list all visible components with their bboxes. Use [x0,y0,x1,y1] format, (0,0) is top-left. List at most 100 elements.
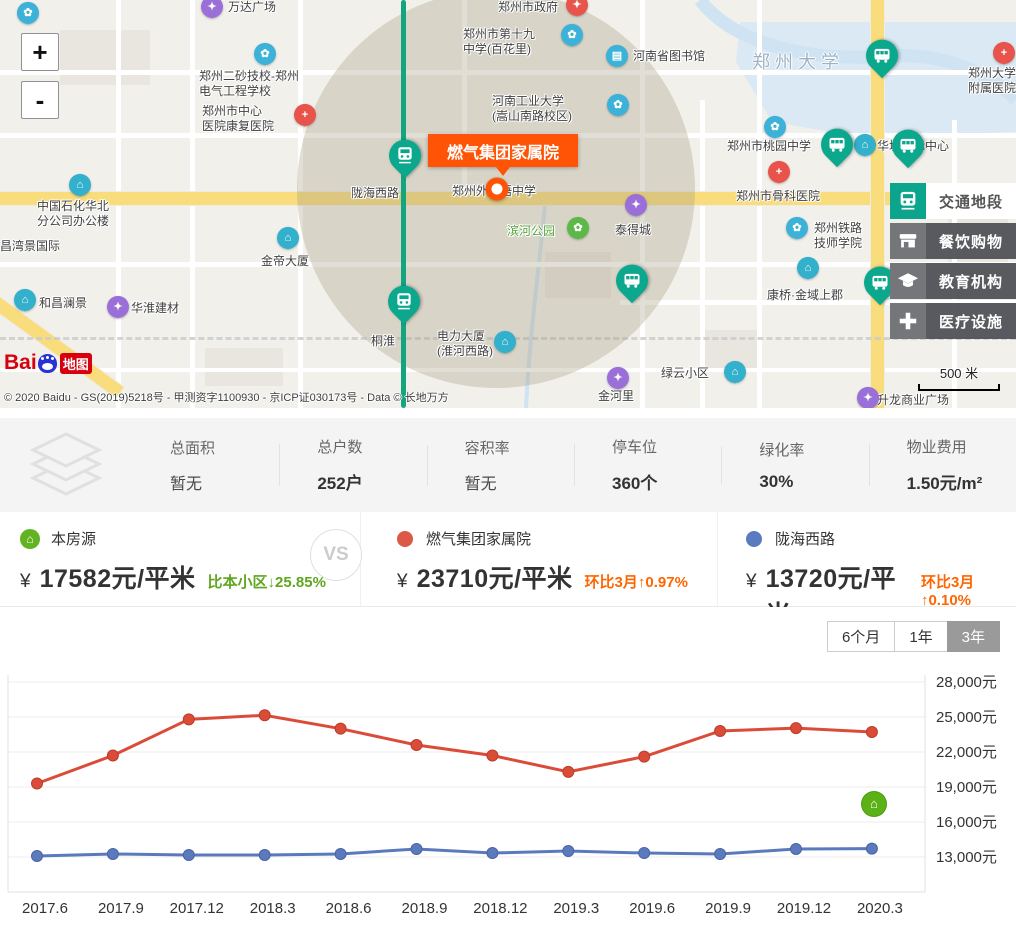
map-category-panel: 交通地段 餐饮购物 教育机构 医疗设施 [890,183,1016,343]
map-label: 中国石化华北 分公司办公楼 [37,199,110,228]
compare-name: 本房源 [51,531,97,548]
map-label: 昌湾景国际 [0,239,61,253]
map-label: 泰得城 [615,223,652,237]
medical-icon [890,303,926,339]
map-scale-label: 500 米 [939,366,979,381]
baidu-maps-logo: Bai 地图 [4,351,92,375]
edu-poi-marker[interactable]: ✿ [764,115,786,138]
map-label: 郑州市政府 [498,0,559,14]
map-label: 郑州大学 附属医院 [968,66,1016,95]
tab-6-months[interactable]: 6个月 [826,621,896,652]
svg-text:25,000元: 25,000元 [936,709,997,726]
map-label: 桐淮 [371,334,396,348]
tab-3-years[interactable]: 3年 [946,621,1000,652]
map-label: 郑州市骨科医院 [736,189,821,203]
university-area-label: 郑州大学 [752,52,844,72]
svg-text:22,000元: 22,000元 [936,744,997,761]
map-label: 河南省图书馆 [633,49,706,63]
category-dining-shopping[interactable]: 餐饮购物 [890,223,1016,259]
compare-this-listing: ⌂ 本房源 ¥ 17582元/平米 比本小区↓25.85% [0,512,360,606]
mall-poi-marker[interactable]: ✦ [607,366,629,389]
vs-badge: VS [310,529,362,581]
mall-poi-marker[interactable]: ✦ [857,386,879,408]
map-copyright: © 2020 Baidu - GS(2019)5218号 - 甲测资字11009… [4,392,449,404]
stat-total-households: 总户数 252户 [279,436,426,494]
category-education[interactable]: 教育机构 [890,263,1016,299]
trend-chart: 28,000元 25,000元 22,000元 19,000元 16,000元 13,00… [7,674,997,917]
hospital-poi-marker[interactable]: + [294,103,316,126]
library-poi-marker[interactable]: ▤ [606,44,628,67]
svg-text:28,000元: 28,000元 [936,674,997,691]
compare-price: 23710元/平米 [416,565,573,593]
zoom-out-button[interactable]: - [21,81,59,119]
map-scale-bar [918,384,1000,391]
map-canvas[interactable]: ✿ ✦ ✦ ✿ ▤ ✿ ✿ + ✿ + ⌂ + ✿ ⌂ ⌂ ⌂ ✿ ✦ ⌂ ✦ ⌂ ⌂ ✦ ✦ 万达广场 郑州市政府郑州市第十九… [0,0,1016,408]
edu-poi-marker[interactable]: ✿ [17,1,39,24]
house-icon: ⌂ [20,528,40,549]
compare-change: 环比3月↑0.97% [584,574,688,591]
svg-text:2019.12: 2019.12 [777,900,831,917]
map-label: 郑州市桃园中学 [727,139,812,153]
mall-poi-marker[interactable]: ✦ [625,193,647,216]
map-scale: 500 米 [918,363,1000,391]
compare-change: 环比3月↑0.10% [920,574,975,609]
edu-poi-marker[interactable]: ✿ [561,23,583,46]
svg-text:2018.12: 2018.12 [473,900,527,917]
mall-poi-marker[interactable]: ✦ [201,0,223,18]
zoom-in-button[interactable]: + [21,33,59,71]
gov-poi-marker[interactable]: ✦ [566,0,588,16]
map-label: 郑州市中心 医院康复医院 [202,104,275,133]
stat-plot-ratio: 容积率 暂无 [426,437,574,494]
tab-1-year[interactable]: 1年 [894,621,948,652]
park-poi-marker[interactable]: ✿ [567,216,589,239]
map-label: 金河里 [598,389,635,403]
building-poi-marker[interactable]: ⌂ [277,226,299,249]
shop-icon [890,223,926,259]
edu-poi-marker[interactable]: ✿ [786,216,808,239]
building-poi-marker[interactable]: ⌂ [797,256,819,279]
svg-text:16,000元: 16,000元 [936,814,997,831]
compare-price: 17582元/平米 [39,565,196,593]
map-label: 陇海西路 [351,186,400,200]
category-medical[interactable]: 医疗设施 [890,303,1016,339]
currency-symbol: ¥ [397,571,408,592]
edu-poi-marker[interactable]: ✿ [607,93,629,116]
svg-text:2019.3: 2019.3 [553,900,599,917]
map-label: 河南工业大学 (嵩山南路校区) [492,94,572,123]
mall-poi-marker[interactable]: ✦ [107,295,129,318]
building-poi-marker[interactable]: ⌂ [69,173,91,196]
map-label: 郑州铁路 技师学院 [814,221,863,250]
compare-community: 燃气集团家属院 ¥ 23710元/平米 环比3月↑0.97% [360,512,717,606]
subway-line [401,0,406,408]
edu-poi-marker[interactable]: ✿ [254,42,276,65]
map-label: 电力大厦 (淮河西路) [437,329,493,358]
building-poi-marker[interactable]: ⌂ [724,360,746,383]
price-compare-section: ⌂ 本房源 ¥ 17582元/平米 比本小区↓25.85% VS 燃气集团家属院… [0,512,1016,629]
category-transport[interactable]: 交通地段 [890,183,1016,219]
trend-range-tabs: 6个月 1年 3年 [826,621,1000,652]
property-name-bubble[interactable]: 燃气集团家属院 [428,134,578,167]
hospital-poi-marker[interactable]: + [993,41,1015,64]
hospital-poi-marker[interactable]: + [768,160,790,183]
stat-total-area: 总面积 暂无 [170,439,216,493]
building-poi-marker[interactable]: ⌂ [854,133,876,156]
svg-text:2017.9: 2017.9 [98,900,144,917]
svg-text:2018.3: 2018.3 [250,900,296,917]
compare-change: 比本小区↓25.85% [207,574,326,591]
map-label: 郑州市第十九 中学(百花里) [463,27,536,56]
compare-name: 燃气集团家属院 [426,531,532,548]
map-label: 万达广场 [228,0,277,14]
baidu-paw-icon [37,353,57,373]
map-label: 滨河公园 [507,224,556,238]
building-poi-marker[interactable]: ⌂ [494,330,516,353]
svg-text:2019.6: 2019.6 [629,900,675,917]
svg-text:2017.6: 2017.6 [22,900,68,917]
community-stats-bar: 总面积 暂无 总户数 252户 容积率 暂无 停车位 360个 绿化率 30% … [0,418,1016,512]
stat-parking: 停车位 360个 [573,436,721,494]
building-poi-marker[interactable]: ⌂ [14,288,36,311]
compare-district: 陇海西路 ¥ 13720元/平米 环比3月↑0.10% [717,512,1016,629]
map-label: 绿云小区 [661,366,710,380]
price-trend-section: 6个月 1年 3年 28,000元 25,000元 22,000元 19,000元 16… [0,607,1016,934]
education-icon [890,263,926,299]
map-label: 和昌澜景 [39,296,88,310]
